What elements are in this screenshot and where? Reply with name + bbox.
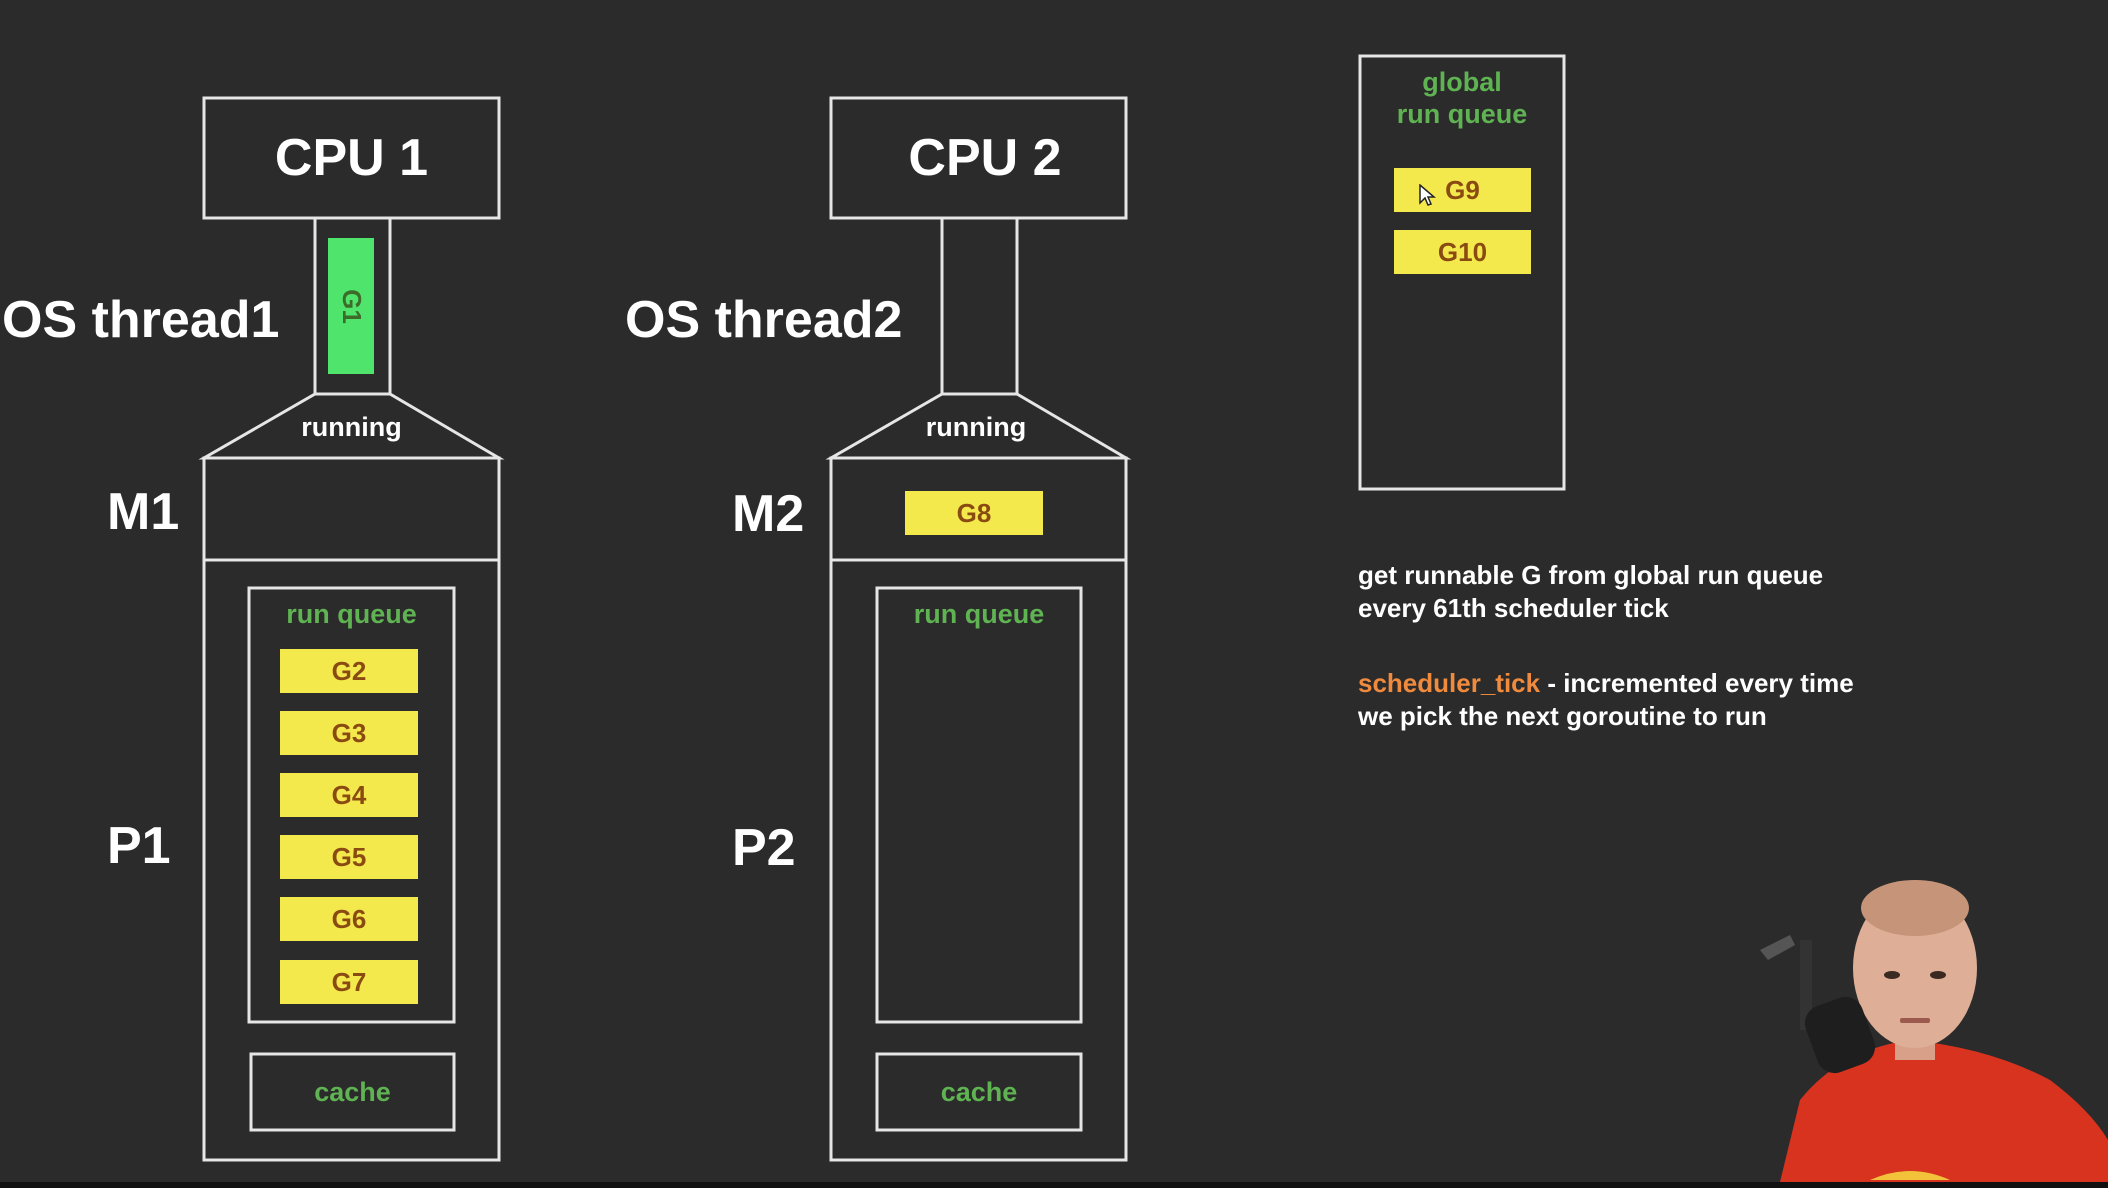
note-line-4: we pick the next goroutine to run — [1358, 701, 1767, 731]
p2-cache-box — [875, 1052, 1083, 1132]
global-goroutine-box: G10 — [1394, 230, 1531, 274]
mouse-pointer-icon — [1419, 184, 1437, 206]
p2-label: P2 — [732, 819, 796, 877]
global-run-queue-box — [1358, 54, 1566, 491]
m2-label: M2 — [732, 485, 805, 543]
global-run-queue-title-line2: run queue — [1396, 99, 1528, 129]
scheduler-tick-description: - incremented every time — [1540, 668, 1854, 698]
running-goroutine-label: G1 — [336, 288, 367, 324]
p1-cache-label: cache — [314, 1077, 391, 1107]
m1-box — [202, 456, 501, 562]
goroutine-box: G7 — [280, 960, 418, 1004]
p2-run-queue-label: run queue — [913, 599, 1045, 629]
global-goroutine-box: G9 — [1394, 168, 1531, 212]
cpu2-label: CPU 2 — [908, 129, 1062, 187]
m1-label: M1 — [107, 483, 180, 541]
global-run-queue-title-line1: global — [1422, 67, 1502, 97]
goroutine-box: G6 — [280, 897, 418, 941]
running-label-1: running — [301, 412, 402, 442]
p2-run-queue-box — [875, 586, 1083, 1024]
running-label-2: running — [925, 412, 1027, 442]
note-line-2: every 61th scheduler tick — [1358, 593, 1669, 623]
p1-run-queue-box — [247, 586, 456, 1024]
running-goroutine-g1: G1 — [328, 238, 374, 374]
note-line-3: scheduler_tick - incremented every time — [1358, 667, 1854, 700]
note-line-1: get runnable G from global run queue — [1358, 560, 1824, 590]
os-thread1-label: OS thread1 — [2, 291, 280, 349]
p1-run-queue-label: run queue — [286, 599, 417, 629]
os-thread2-box — [940, 216, 1019, 396]
goroutine-box: G4 — [280, 773, 418, 817]
p1-label: P1 — [107, 817, 171, 875]
p1-box — [202, 558, 501, 1162]
goroutine-box: G5 — [280, 835, 418, 879]
os-thread2-label: OS thread2 — [625, 291, 903, 349]
cpu1-label: CPU 1 — [274, 129, 429, 187]
goroutine-box: G3 — [280, 711, 418, 755]
webcam-presenter-overlay — [1720, 880, 2108, 1182]
bottom-bar — [0, 1182, 2108, 1188]
p1-cache-box — [249, 1052, 456, 1132]
p2-box — [829, 558, 1128, 1162]
goroutine-box: G2 — [280, 649, 418, 693]
p2-cache-label: cache — [940, 1077, 1018, 1107]
scheduler-tick-term: scheduler_tick — [1358, 668, 1541, 698]
m2-goroutine-g8: G8 — [905, 491, 1043, 535]
